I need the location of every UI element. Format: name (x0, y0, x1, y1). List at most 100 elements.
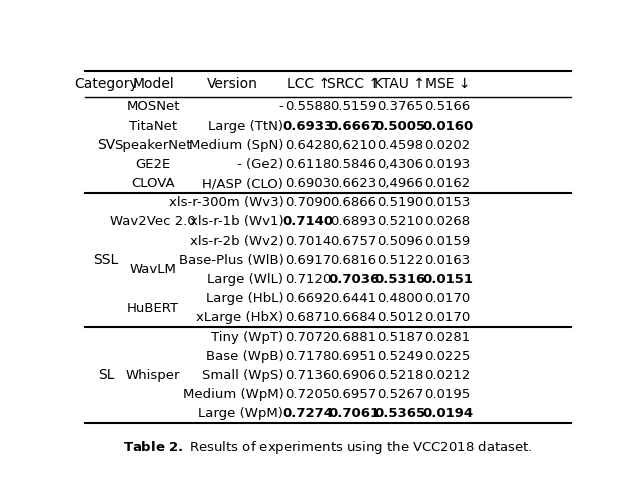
Text: 0.5210: 0.5210 (377, 216, 423, 229)
Text: xls-r-2b (Wv2): xls-r-2b (Wv2) (189, 235, 284, 248)
Text: SL: SL (98, 369, 115, 382)
Text: Medium (WpM): Medium (WpM) (182, 388, 284, 401)
Text: Base-Plus (WlB): Base-Plus (WlB) (179, 254, 284, 267)
Text: 0.6951: 0.6951 (330, 350, 377, 363)
Text: 0.6871: 0.6871 (285, 311, 332, 324)
Text: 0.5122: 0.5122 (377, 254, 423, 267)
Text: 0.6866: 0.6866 (330, 196, 376, 209)
Text: 0.7072: 0.7072 (285, 331, 332, 344)
Text: 0.0268: 0.0268 (424, 216, 470, 229)
Text: 0.6692: 0.6692 (285, 292, 332, 305)
Text: 0.0160: 0.0160 (422, 120, 473, 132)
Text: MSE ↓: MSE ↓ (425, 77, 470, 91)
Text: xls-r-1b (Wv1): xls-r-1b (Wv1) (189, 216, 284, 229)
Text: 0.7120: 0.7120 (285, 273, 332, 286)
Text: KTAU ↑: KTAU ↑ (374, 77, 426, 91)
Text: 0.0159: 0.0159 (424, 235, 470, 248)
Text: 0.4598: 0.4598 (377, 139, 423, 152)
Text: 0.5166: 0.5166 (424, 101, 470, 114)
Text: 0.5096: 0.5096 (377, 235, 423, 248)
Text: Whisper: Whisper (126, 369, 180, 382)
Text: Wav2Vec 2.0: Wav2Vec 2.0 (110, 216, 196, 229)
Text: 0.6623: 0.6623 (330, 177, 377, 190)
Text: HuBERT: HuBERT (127, 302, 179, 315)
Text: 0.0195: 0.0195 (424, 388, 470, 401)
Text: H/ASP (CLO): H/ASP (CLO) (202, 177, 284, 190)
Text: CLOVA: CLOVA (131, 177, 175, 190)
Text: Tiny (WpT): Tiny (WpT) (211, 331, 284, 344)
Text: 0.6684: 0.6684 (330, 311, 376, 324)
Text: xLarge (HbX): xLarge (HbX) (196, 311, 284, 324)
Text: 0.7036: 0.7036 (328, 273, 379, 286)
Text: Large (WlL): Large (WlL) (207, 273, 284, 286)
Text: 0.5846: 0.5846 (330, 158, 376, 171)
Text: 0.7140: 0.7140 (283, 216, 333, 229)
Text: 0.6881: 0.6881 (330, 331, 376, 344)
Text: xls-r-300m (Wv3): xls-r-300m (Wv3) (168, 196, 284, 209)
Text: 0.7274: 0.7274 (283, 407, 333, 420)
Text: 0.0163: 0.0163 (424, 254, 470, 267)
Text: 0.5316: 0.5316 (374, 273, 426, 286)
Text: 0.0225: 0.0225 (424, 350, 471, 363)
Text: Large (WpM): Large (WpM) (198, 407, 284, 420)
Text: Large (TtN): Large (TtN) (209, 120, 284, 132)
Text: -: - (278, 101, 284, 114)
Text: 0.0170: 0.0170 (424, 292, 470, 305)
Text: 0,4306: 0,4306 (377, 158, 423, 171)
Text: 0.5267: 0.5267 (377, 388, 423, 401)
Text: 0.3765: 0.3765 (377, 101, 423, 114)
Text: WavLM: WavLM (130, 263, 177, 276)
Text: 0.0162: 0.0162 (424, 177, 470, 190)
Text: 0.0170: 0.0170 (424, 311, 470, 324)
Text: 0.0153: 0.0153 (424, 196, 471, 209)
Text: 0.6757: 0.6757 (330, 235, 377, 248)
Text: 0,4966: 0,4966 (377, 177, 423, 190)
Text: 0.5005: 0.5005 (374, 120, 426, 132)
Text: SSL: SSL (93, 253, 118, 267)
Text: SV: SV (97, 138, 115, 152)
Text: 0.7061: 0.7061 (328, 407, 379, 420)
Text: 0.5012: 0.5012 (377, 311, 423, 324)
Text: Version: Version (207, 77, 258, 91)
Text: Medium (SpN): Medium (SpN) (189, 139, 284, 152)
Text: GE2E: GE2E (136, 158, 171, 171)
Text: 0.5159: 0.5159 (330, 101, 377, 114)
Text: 0.6957: 0.6957 (330, 388, 377, 401)
Text: SRCC ↑: SRCC ↑ (327, 77, 380, 91)
Text: 0.6933: 0.6933 (282, 120, 334, 132)
Text: 0.0212: 0.0212 (424, 369, 471, 382)
Text: 0.7205: 0.7205 (285, 388, 332, 401)
Text: 0.5190: 0.5190 (377, 196, 423, 209)
Text: 0.5218: 0.5218 (377, 369, 423, 382)
Text: 0.6816: 0.6816 (330, 254, 376, 267)
Text: 0,6210: 0,6210 (330, 139, 377, 152)
Text: 0.5365: 0.5365 (374, 407, 426, 420)
Text: 0.6906: 0.6906 (330, 369, 376, 382)
Text: 0.0194: 0.0194 (422, 407, 473, 420)
Text: SpeakerNet: SpeakerNet (115, 139, 192, 152)
Text: 0.4800: 0.4800 (377, 292, 423, 305)
Text: 0.6118: 0.6118 (285, 158, 332, 171)
Text: 0.0151: 0.0151 (422, 273, 473, 286)
Text: TitaNet: TitaNet (129, 120, 177, 132)
Text: - (Ge2): - (Ge2) (237, 158, 284, 171)
Text: $\mathbf{Table\ 2.}$ Results of experiments using the VCC2018 dataset.: $\mathbf{Table\ 2.}$ Results of experime… (123, 439, 533, 456)
Text: 0.6441: 0.6441 (330, 292, 376, 305)
Text: Small (WpS): Small (WpS) (202, 369, 284, 382)
Text: 0.6917: 0.6917 (285, 254, 332, 267)
Text: Large (HbL): Large (HbL) (206, 292, 284, 305)
Text: 0.6428: 0.6428 (285, 139, 332, 152)
Text: 0.0193: 0.0193 (424, 158, 470, 171)
Text: 0.7136: 0.7136 (285, 369, 332, 382)
Text: Category: Category (74, 77, 138, 91)
Text: 0.5187: 0.5187 (377, 331, 423, 344)
Text: 0.7090: 0.7090 (285, 196, 332, 209)
Text: 0.0281: 0.0281 (424, 331, 470, 344)
Text: 0.5588: 0.5588 (285, 101, 332, 114)
Text: LCC ↑: LCC ↑ (287, 77, 330, 91)
Text: 0.6893: 0.6893 (330, 216, 376, 229)
Text: Base (WpB): Base (WpB) (205, 350, 284, 363)
Text: 0.6903: 0.6903 (285, 177, 332, 190)
Text: 0.5249: 0.5249 (377, 350, 423, 363)
Text: 0.6667: 0.6667 (328, 120, 379, 132)
